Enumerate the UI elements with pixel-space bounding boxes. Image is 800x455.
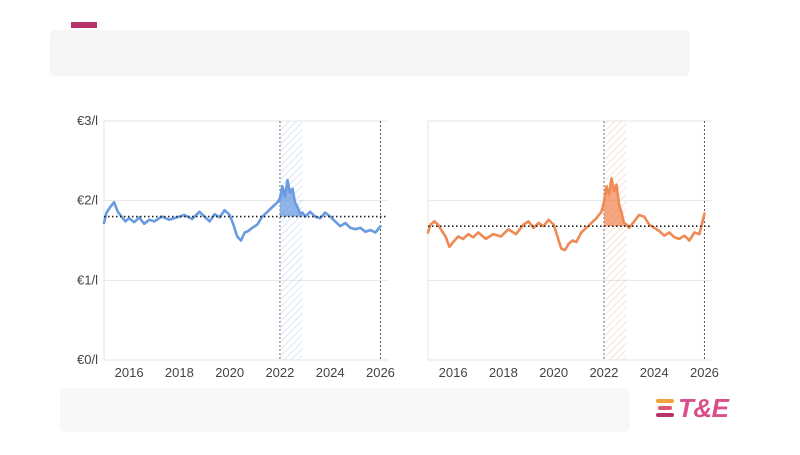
series-line — [426, 177, 706, 252]
logo-stripes-icon — [656, 399, 674, 417]
footnote-placeholder — [60, 388, 630, 432]
title-placeholder — [50, 30, 690, 76]
logo-stripe — [656, 413, 674, 417]
brand-logo: T&E — [656, 393, 729, 423]
y-tick-label: €1/l — [77, 272, 98, 287]
x-tick-label: 2026 — [366, 365, 395, 380]
x-tick-label: 2026 — [690, 365, 719, 380]
x-tick-label: 2018 — [489, 365, 518, 380]
title-accent-bar — [71, 22, 97, 28]
x-tick-label: 2022 — [589, 365, 618, 380]
x-tick-label: 2024 — [640, 365, 669, 380]
highlight-band — [603, 121, 627, 360]
y-tick-label: €2/l — [77, 193, 98, 208]
logo-stripe — [656, 399, 674, 403]
x-tick-label: 2018 — [165, 365, 194, 380]
x-tick-label: 2020 — [215, 365, 244, 380]
series-line — [102, 178, 382, 242]
logo-stripe — [658, 406, 672, 410]
logo-text: T&E — [678, 392, 729, 423]
x-tick-label: 2022 — [265, 365, 294, 380]
y-tick-label: €0/l — [77, 352, 98, 367]
x-tick-label: 2024 — [316, 365, 345, 380]
highlight-band — [279, 121, 303, 360]
x-tick-label: 2016 — [439, 365, 468, 380]
y-tick-label: €3/l — [77, 113, 98, 128]
x-tick-label: 2016 — [115, 365, 144, 380]
x-tick-label: 2020 — [539, 365, 568, 380]
